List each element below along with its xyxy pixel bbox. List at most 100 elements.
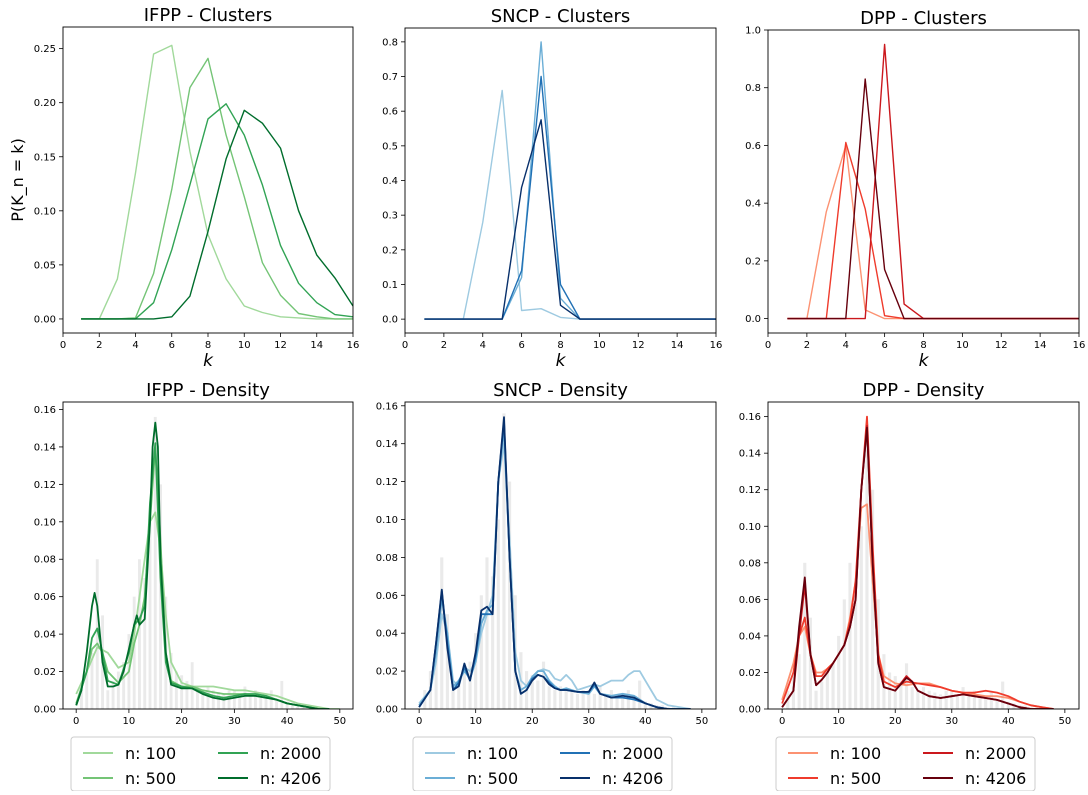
y-tick-label: 0.4 xyxy=(382,176,398,187)
histogram-bar xyxy=(820,681,824,709)
histogram-bar xyxy=(138,559,141,709)
x-tick-label: 2 xyxy=(96,340,102,351)
x-tick-label: 10 xyxy=(238,340,251,351)
histogram-bar xyxy=(797,654,801,709)
histogram-bar xyxy=(893,676,897,709)
histogram-bar xyxy=(592,693,596,709)
histogram-bar xyxy=(967,694,971,709)
histogram-bar xyxy=(1006,701,1010,709)
x-tick-label: 12 xyxy=(995,340,1008,351)
histogram-bar xyxy=(479,595,483,709)
series-line-3 xyxy=(418,420,691,709)
series-line-3 xyxy=(81,103,353,320)
histogram-bar xyxy=(254,690,257,709)
histogram-bar xyxy=(174,671,178,709)
y-tick-label: 0.04 xyxy=(739,631,761,642)
x-tick-label: 4 xyxy=(843,340,849,351)
x-tick-label: 4 xyxy=(480,340,486,351)
x-axis-label: k xyxy=(919,351,930,371)
chart-title: IFPP - Density xyxy=(146,380,270,401)
y-tick-label: 0.06 xyxy=(376,591,398,602)
series-line-2 xyxy=(418,427,691,709)
plot-area xyxy=(781,415,1054,709)
histogram-bar xyxy=(865,423,869,709)
histogram-bar xyxy=(854,581,858,709)
y-tick-label: 0.08 xyxy=(34,555,56,566)
histogram-bar xyxy=(803,562,807,709)
histogram-bar xyxy=(950,690,954,709)
histogram-bar xyxy=(536,680,540,709)
histogram-bar xyxy=(275,699,278,709)
x-tick-label: 0 xyxy=(402,340,408,351)
legend-3: n: 100 n: 500 n: 2000 n: 4206 xyxy=(775,736,1036,792)
histogram-bar xyxy=(148,521,152,709)
x-tick-label: 16 xyxy=(347,340,360,351)
series-line-1 xyxy=(81,44,353,320)
y-tick-label: 0.15 xyxy=(34,152,56,163)
y-tick-label: 0.10 xyxy=(34,206,56,217)
legend-label: n: 2000 xyxy=(965,744,1026,763)
y-tick-label: 0.7 xyxy=(382,72,398,83)
histogram-bar xyxy=(159,484,162,709)
chart-title: DPP - Density xyxy=(863,380,985,401)
y-tick-label: 0.10 xyxy=(739,522,761,533)
legend-label: n: 4206 xyxy=(965,769,1026,788)
x-tick-label: 10 xyxy=(956,340,969,351)
histogram-bar xyxy=(944,690,948,709)
y-tick-label: 0.04 xyxy=(376,629,398,640)
histogram-bar xyxy=(615,695,619,709)
histogram-bar xyxy=(301,705,305,709)
x-tick-label: 40 xyxy=(281,716,294,727)
histogram-bar xyxy=(296,705,300,709)
y-tick-label: 0.16 xyxy=(34,405,56,416)
histogram-bar xyxy=(677,707,681,709)
histogram-bar xyxy=(85,671,89,709)
series-line-3 xyxy=(424,75,716,320)
y-tick-label: 0.25 xyxy=(34,44,56,55)
axes-frame xyxy=(62,26,354,334)
plot-area xyxy=(418,413,691,709)
chart-title: DPP - Clusters xyxy=(860,8,987,29)
histogram-bar xyxy=(547,686,551,709)
histogram-bar xyxy=(280,680,284,709)
histogram-bar xyxy=(837,635,841,709)
histogram-bar xyxy=(598,686,602,709)
y-tick-label: 0.02 xyxy=(34,667,56,678)
histogram-bar xyxy=(553,690,557,709)
x-tick-label: 30 xyxy=(582,716,595,727)
histogram-bar xyxy=(211,690,215,709)
chart-panel-6: 0 10 20 30 40 50 0.00 0.02 0.04 0.06 0.08 0.10 0.12 0… xyxy=(739,380,1080,727)
y-tick-label: 0.00 xyxy=(34,314,56,325)
histogram-bar xyxy=(1023,705,1027,709)
x-tick-label: 6 xyxy=(881,340,887,351)
histogram-bar xyxy=(90,652,94,709)
axes-frame xyxy=(404,401,717,710)
y-tick-label: 0.5 xyxy=(382,141,398,152)
legend-label: n: 500 xyxy=(125,769,176,788)
y-tick-label: 0.0 xyxy=(382,315,398,326)
series-line-2 xyxy=(81,57,353,320)
histogram-bar xyxy=(899,681,903,709)
chart-panel-2: 0 2 4 6 8 10 12 14 16 0.0 0.1 0.2 0.3 0.4 0.5 0.6 0.7 0.8… xyxy=(382,6,722,371)
histogram-bar xyxy=(462,671,466,709)
histogram-bar xyxy=(888,672,892,709)
y-tick-label: 0.12 xyxy=(34,480,56,491)
y-tick-label: 0.2 xyxy=(382,245,398,256)
x-axis-label: k xyxy=(556,351,567,371)
y-tick-label: 0.4 xyxy=(745,199,761,210)
x-tick-label: 40 xyxy=(639,716,652,727)
y-tick-label: 0.2 xyxy=(745,256,761,267)
histogram-bar xyxy=(434,652,438,709)
axes-frame xyxy=(767,29,1080,334)
histogram-bar xyxy=(508,481,512,709)
x-tick-label: 6 xyxy=(169,340,175,351)
histogram-bar xyxy=(496,519,500,709)
histogram-bar xyxy=(232,690,236,709)
x-tick-label: 14 xyxy=(1034,340,1047,351)
plot-area xyxy=(787,43,1079,320)
chart-panel-5: 0 10 20 30 40 50 0.00 0.02 0.04 0.06 0.08 0.10 0.12 0… xyxy=(376,380,717,727)
histogram-bar xyxy=(649,703,653,709)
legend-label: n: 100 xyxy=(125,744,176,763)
histogram-bar xyxy=(904,663,909,709)
x-tick-label: 0 xyxy=(765,340,771,351)
